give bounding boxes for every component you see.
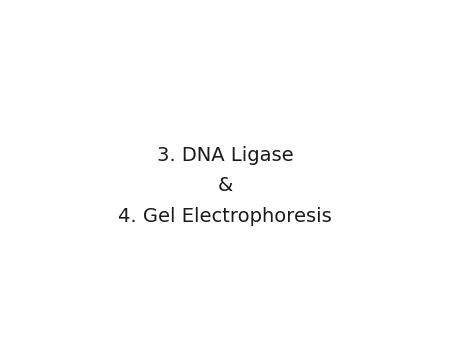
Text: 3. DNA Ligase: 3. DNA Ligase	[157, 146, 293, 165]
Text: &: &	[217, 176, 233, 195]
Text: 4. Gel Electrophoresis: 4. Gel Electrophoresis	[118, 207, 332, 226]
